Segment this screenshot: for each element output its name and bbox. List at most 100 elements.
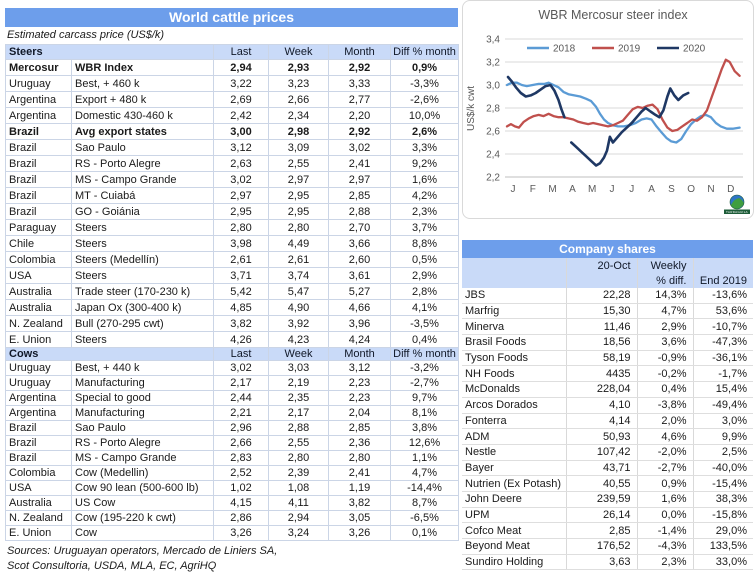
x-tick-label: O xyxy=(687,184,695,195)
company-row: Minerva 11,46 2,9% -10,7% xyxy=(462,318,753,336)
last-cell: 2,95 xyxy=(213,203,270,220)
month-cell: 2,85 xyxy=(328,187,392,204)
value-cell: 53,6% xyxy=(692,303,753,320)
company-name-cell: Bayer xyxy=(462,460,566,477)
value-cell xyxy=(692,258,753,273)
value-cell: 133,5% xyxy=(692,538,753,555)
week-cell: 2,55 xyxy=(268,155,330,172)
company-name-cell: McDonalds xyxy=(462,381,566,398)
y-tick-label: 2,2 xyxy=(486,173,500,184)
price-table-body: Steers Last Week Month Diff % month Mercosur W… xyxy=(4,44,460,541)
x-tick-label: N xyxy=(707,184,714,195)
value-cell: Weekly xyxy=(636,258,693,273)
value-cell: 4435 xyxy=(565,365,637,383)
company-shares-table: 20-Oct Weekly% diff. End 2019 JBS 22,28 14,3%… xyxy=(462,258,753,571)
month-cell: 2,41 xyxy=(328,465,392,481)
value-cell: 58,19 xyxy=(565,350,637,367)
legend-label: 2020 xyxy=(683,44,706,55)
value-cell: 26,14 xyxy=(565,507,637,524)
last-cell: 3,71 xyxy=(213,267,270,284)
category-cell: Sao Paulo xyxy=(70,139,215,156)
week-cell: 2,97 xyxy=(268,171,330,188)
country-cell: USA xyxy=(5,480,72,496)
company-row: Cofco Meat 2,85 -1,4% 29,0% xyxy=(462,522,753,539)
company-row: ADM 50,93 4,6% 9,9% xyxy=(462,428,753,445)
y-tick-label: 3,4 xyxy=(486,35,500,46)
company-name-cell: Nestle xyxy=(462,444,566,461)
diff-cell: 2,3% xyxy=(390,203,460,220)
value-cell: -0,2% xyxy=(636,365,693,383)
month-cell: 3,66 xyxy=(328,235,392,252)
week-cell: 4,11 xyxy=(268,495,330,511)
x-tick-label: A xyxy=(569,184,576,195)
week-cell: 2,34 xyxy=(268,107,330,124)
price-row: Brazil MT - Cuiabá 2,97 2,95 2,85 4,2% xyxy=(5,187,460,204)
country-cell: Colombia xyxy=(5,251,72,268)
week-cell: 2,17 xyxy=(268,405,330,421)
price-row: Paraguay Steers 2,80 2,80 2,70 3,7% xyxy=(5,219,460,236)
week-cell: 2,35 xyxy=(268,390,330,406)
month-cell: 2,36 xyxy=(328,435,392,451)
country-cell: Brazil xyxy=(5,171,72,188)
country-cell: Brazil xyxy=(5,139,72,156)
price-row: Australia Trade steer (170-230 k) 5,42 5,47… xyxy=(5,283,460,300)
price-row: Uruguay Manufacturing 2,17 2,19 2,23 -2,7% xyxy=(5,375,460,391)
price-row: Colombia Cow (Medellin) 2,52 2,39 2,41 4,7% xyxy=(5,465,460,481)
value-cell: 4,6% xyxy=(636,428,693,445)
diff-cell: 0,5% xyxy=(390,251,460,268)
sources-line-1: Sources: Uruguayan operators, Mercado de… xyxy=(7,545,278,557)
last-cell: 2,44 xyxy=(213,390,270,406)
category-cell: WBR Index xyxy=(70,59,215,76)
week-cell: 2,98 xyxy=(268,123,330,140)
diff-cell: 4,2% xyxy=(390,187,460,204)
last-cell: 2,83 xyxy=(213,450,270,466)
category-cell: Domestic 430-460 k xyxy=(70,107,215,124)
diff-cell: 8,1% xyxy=(390,405,460,421)
category-cell: Steers xyxy=(70,267,215,284)
last-cell: 2,17 xyxy=(213,375,270,391)
company-name-cell: Beyond Meat xyxy=(462,538,566,555)
value-cell: 1,6% xyxy=(636,491,693,508)
company-name-cell: Minerva xyxy=(462,318,566,336)
x-tick-label: J xyxy=(629,184,634,195)
country-cell: Colombia xyxy=(5,465,72,481)
value-cell: 2,85 xyxy=(565,522,637,539)
month-cell: 2,88 xyxy=(328,203,392,220)
diff-cell: 2,6% xyxy=(390,123,460,140)
value-cell: -13,6% xyxy=(692,288,753,304)
value-cell: 22,28 xyxy=(565,288,637,304)
price-row: E. Union Cow 3,26 3,24 3,26 0,1% xyxy=(5,525,460,541)
value-cell: -3,8% xyxy=(636,397,693,414)
country-cell: E. Union xyxy=(5,331,72,348)
country-cell: Brazil xyxy=(5,450,72,466)
value-cell: -0,9% xyxy=(636,350,693,367)
company-name-cell: Nutrien (Ex Potash) xyxy=(462,475,566,492)
month-cell: 2,92 xyxy=(328,123,392,140)
week-cell: 2,19 xyxy=(268,375,330,391)
month-cell: 2,23 xyxy=(328,390,392,406)
price-row: E. Union Steers 4,26 4,23 4,24 0,4% xyxy=(5,331,460,348)
week-cell: 2,88 xyxy=(268,420,330,436)
diff-cell: -2,7% xyxy=(390,375,460,391)
category-cell: MS - Campo Grande xyxy=(70,450,215,466)
section-label: Cows xyxy=(4,347,215,361)
column-header: Week xyxy=(268,347,330,361)
diff-cell: -3,5% xyxy=(390,315,460,332)
value-cell: 0,4% xyxy=(636,381,693,398)
last-cell: 4,15 xyxy=(213,495,270,511)
company-row: Arcos Dorados 4,10 -3,8% -49,4% xyxy=(462,397,753,414)
x-tick-label: M xyxy=(548,184,556,195)
series-line-2019 xyxy=(505,58,741,133)
category-cell: Special to good xyxy=(70,390,215,406)
month-cell: 2,23 xyxy=(328,375,392,391)
x-tick-label: M xyxy=(588,184,596,195)
price-row: N. Zealand Cow (195-220 k cwt) 2,86 2,94 3,0… xyxy=(5,510,460,526)
country-cell: Brazil xyxy=(5,420,72,436)
value-cell: 33,0% xyxy=(692,554,753,571)
series-line-2020 xyxy=(506,75,566,119)
last-cell: 2,97 xyxy=(213,187,270,204)
section-header-row: Steers Last Week Month Diff % month xyxy=(4,44,460,60)
value-cell: -40,0% xyxy=(692,460,753,477)
week-cell: 5,47 xyxy=(268,283,330,300)
last-cell: 2,66 xyxy=(213,435,270,451)
